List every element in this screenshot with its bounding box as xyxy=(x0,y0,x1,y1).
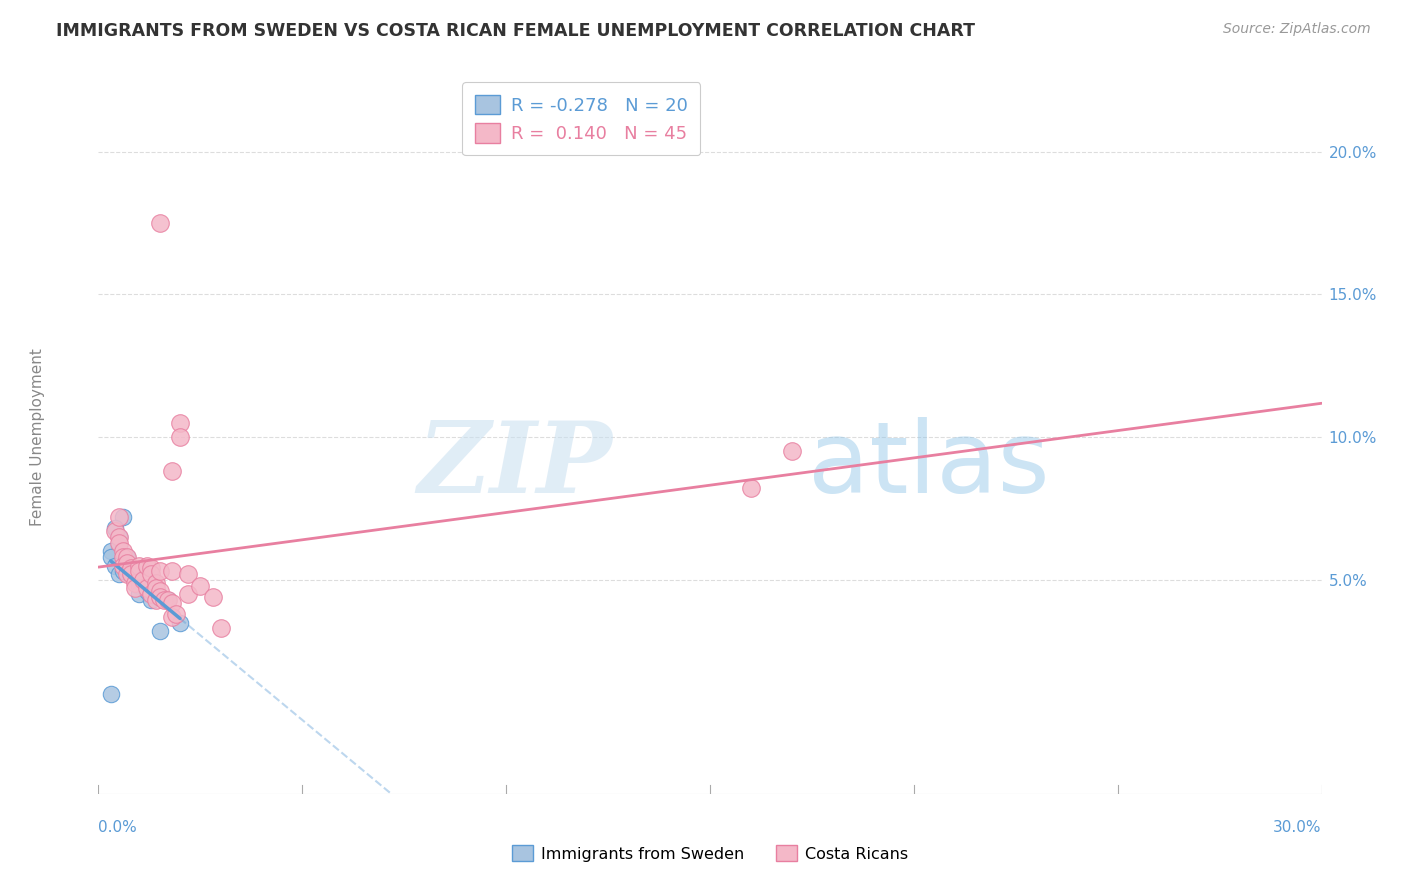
Point xyxy=(145,592,167,607)
Point xyxy=(115,549,138,564)
Point xyxy=(104,558,127,573)
Point xyxy=(108,530,131,544)
Point xyxy=(141,561,163,575)
Point xyxy=(740,482,762,496)
Point xyxy=(156,592,179,607)
Point xyxy=(124,582,146,596)
Point xyxy=(152,592,174,607)
Point xyxy=(160,610,183,624)
Point xyxy=(104,524,127,539)
Point xyxy=(111,564,134,578)
Point xyxy=(128,578,150,592)
Point xyxy=(201,590,224,604)
Point xyxy=(136,584,159,599)
Text: 30.0%: 30.0% xyxy=(1274,820,1322,835)
Point xyxy=(108,530,131,544)
Point xyxy=(145,575,167,590)
Point xyxy=(160,596,183,610)
Point xyxy=(128,587,150,601)
Point xyxy=(100,687,122,701)
Point xyxy=(132,573,155,587)
Point xyxy=(108,535,131,549)
Point xyxy=(108,510,131,524)
Point xyxy=(120,561,142,575)
Point xyxy=(115,567,138,582)
Point xyxy=(111,549,134,564)
Point xyxy=(149,624,172,639)
Point xyxy=(160,564,183,578)
Point xyxy=(111,510,134,524)
Point xyxy=(115,556,138,570)
Point xyxy=(136,582,159,596)
Text: atlas: atlas xyxy=(808,417,1049,514)
Point xyxy=(100,549,122,564)
Text: Source: ZipAtlas.com: Source: ZipAtlas.com xyxy=(1223,22,1371,37)
Point xyxy=(120,567,142,582)
Legend: Immigrants from Sweden, Costa Ricans: Immigrants from Sweden, Costa Ricans xyxy=(506,839,914,868)
Point xyxy=(128,564,150,578)
Point xyxy=(115,549,138,564)
Point xyxy=(165,607,187,621)
Point xyxy=(111,544,134,558)
Point xyxy=(111,558,134,573)
Point xyxy=(149,216,172,230)
Text: Female Unemployment: Female Unemployment xyxy=(30,348,45,526)
Point xyxy=(169,430,191,444)
Point xyxy=(141,587,163,601)
Point xyxy=(149,590,172,604)
Point xyxy=(124,575,146,590)
Point xyxy=(100,544,122,558)
Text: 0.0%: 0.0% xyxy=(98,820,138,835)
Point xyxy=(160,464,183,478)
Point xyxy=(177,567,200,582)
Point xyxy=(136,558,159,573)
Point xyxy=(169,615,191,630)
Point xyxy=(780,444,803,458)
Point xyxy=(141,592,163,607)
Point xyxy=(120,567,142,582)
Point xyxy=(149,564,172,578)
Point xyxy=(108,539,131,553)
Text: IMMIGRANTS FROM SWEDEN VS COSTA RICAN FEMALE UNEMPLOYMENT CORRELATION CHART: IMMIGRANTS FROM SWEDEN VS COSTA RICAN FE… xyxy=(56,22,976,40)
Point xyxy=(209,621,232,635)
Point xyxy=(177,587,200,601)
Point xyxy=(128,558,150,573)
Point xyxy=(104,521,127,535)
Point xyxy=(188,578,212,592)
Point xyxy=(108,567,131,582)
Text: ZIP: ZIP xyxy=(418,417,612,514)
Point xyxy=(169,416,191,430)
Point xyxy=(141,567,163,582)
Point xyxy=(145,582,167,596)
Point xyxy=(149,584,172,599)
Point xyxy=(149,590,172,604)
Point xyxy=(156,592,179,607)
